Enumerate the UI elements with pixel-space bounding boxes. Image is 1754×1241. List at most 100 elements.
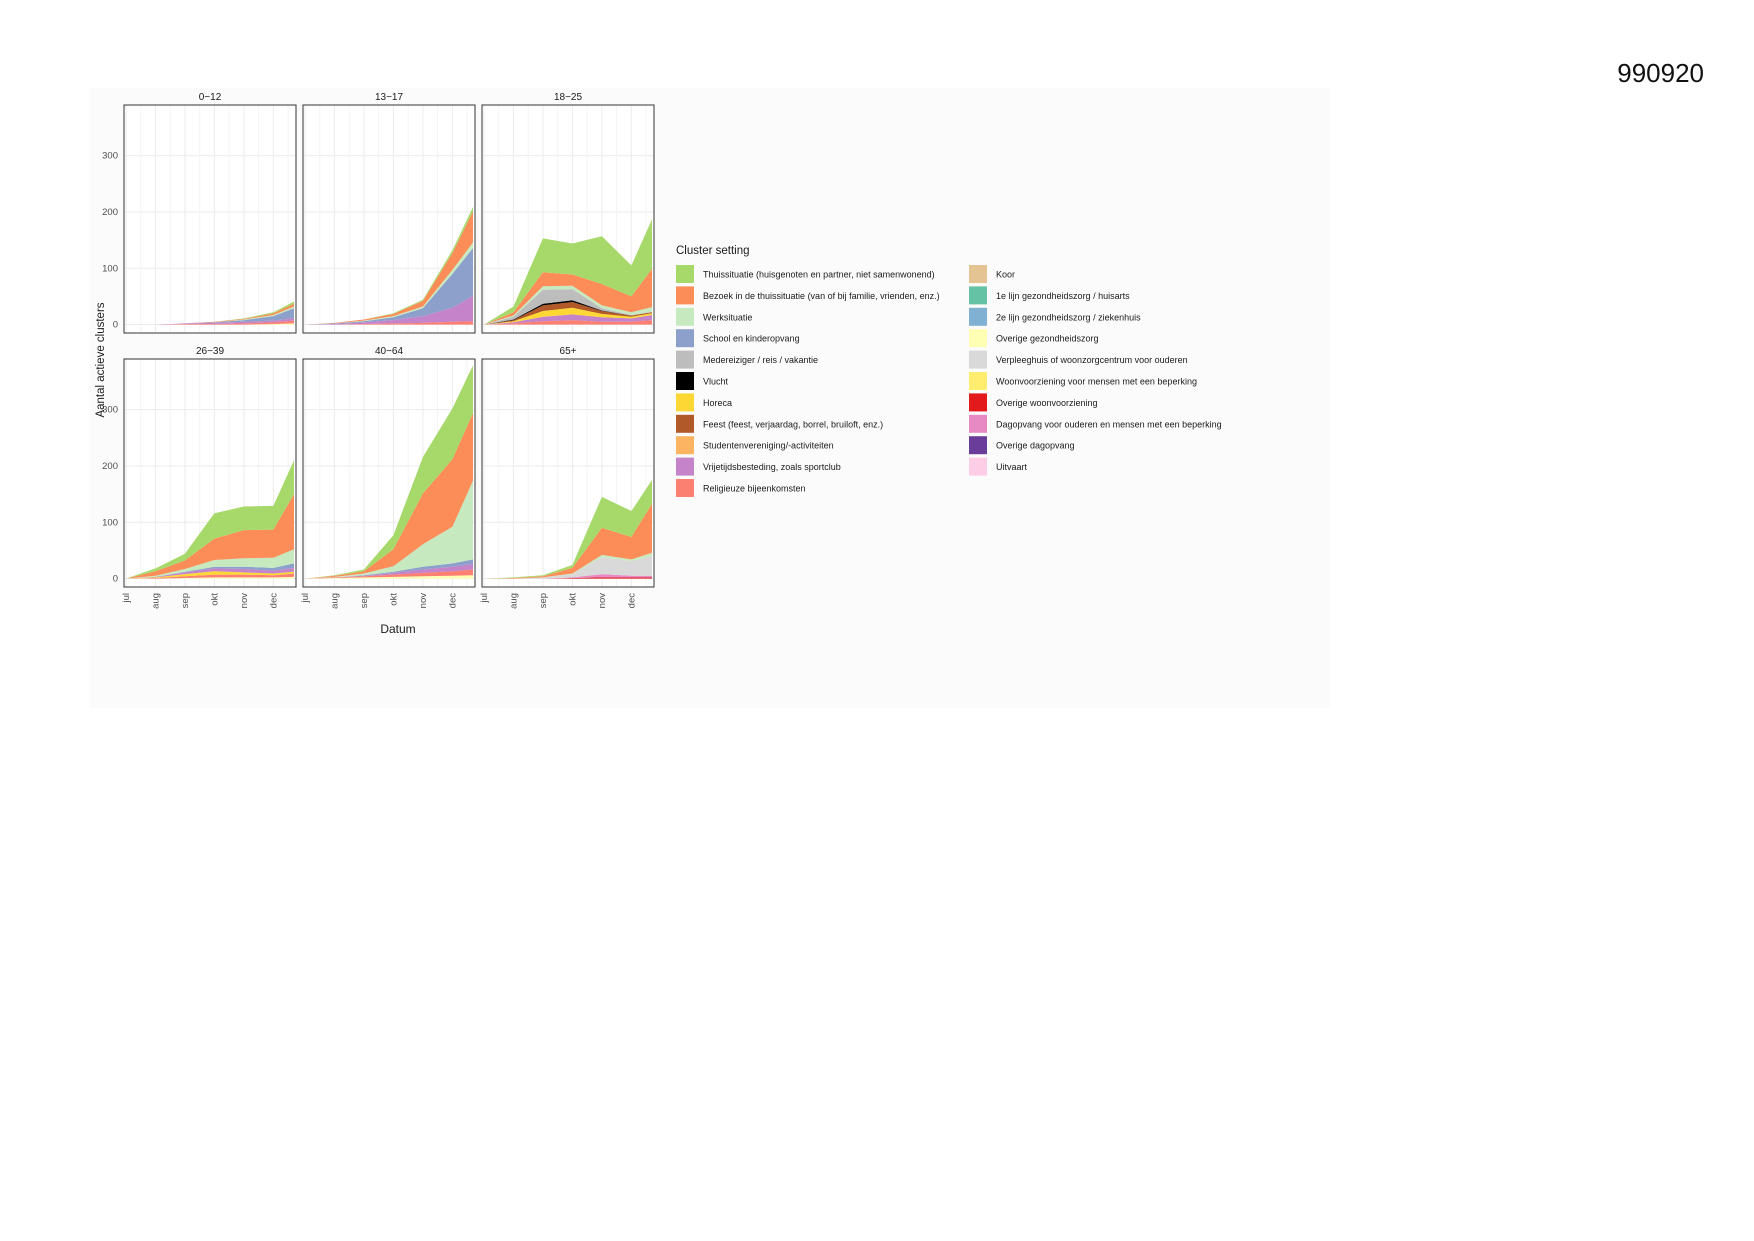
area-series-overige-gezondheidszorg [126,323,294,325]
legend-swatch [969,436,987,455]
facet-title: 26−39 [196,346,225,357]
area-series-bezoek-in-de-thuissituatie-van-of-bij-familie-vrienden-enz [305,413,473,579]
area-series-vrijetijdsbesteding-zoals-sportclub [126,567,294,579]
x-tick-label: jul [121,593,132,604]
legend-label: Verpleeghuis of woonzorgcentrum voor oud… [996,355,1188,365]
legend-item-vrijetijdsbesteding-zoals-sportclub: Vrijetijdsbesteding, zoals sportclub [676,457,841,476]
legend-swatch [676,436,694,455]
x-tick-label: okt [388,593,399,606]
x-tick-label: sep [538,593,549,608]
legend-label: Werksituatie [703,312,752,322]
legend-swatch [676,414,694,433]
area-series-overige-woonvoorziening [484,577,652,579]
facet-panel-0-12: 0−12 0 100 200 300 [102,92,297,334]
area-series-religieuze-bijeenkomsten [126,320,294,325]
area-series-school-en-kinderopvang [126,563,294,579]
facet-panel-40-64: 40−64 jul aug sep okt nov dec [300,346,476,609]
y-tick-label: 100 [102,263,118,274]
y-tick-label: 0 [113,574,118,585]
legend-item-woonvoorziening-voor-mensen-met-een-beperking: Woonvoorziening voor mensen met een bepe… [969,372,1197,390]
legend-swatch [676,307,694,326]
legend-swatch [969,286,987,305]
legend-item-studentenvereniging-activiteiten: Studentenvereniging/-activiteiten [676,436,834,455]
facet-title: 18−25 [554,92,583,103]
area-series-werksituatie [126,549,294,579]
x-tick-label: dec [268,593,279,609]
legend-label: Vlucht [703,377,729,387]
area-series-dagopvang-voor-ouderen-en-mensen-met-een-beperking [484,574,652,579]
legend-swatch [969,414,987,433]
legend-label: School en kinderopvang [703,334,800,344]
facet-panel-65: 65+ jul aug sep okt nov dec [479,346,655,609]
legend-item-overige-woonvoorziening: Overige woonvoorziening [969,393,1098,412]
facet-panel-18-25: 18−25 [481,92,655,334]
x-tick-label: jul [479,593,490,604]
panel-border [302,358,476,588]
y-tick-label: 100 [102,517,118,528]
legend-swatch [676,372,694,390]
legend-label: Religieuze bijeenkomsten [703,484,806,494]
legend-label: Vrijetijdsbesteding, zoals sportclub [703,462,841,472]
legend-item-dagopvang-voor-ouderen-en-mensen-met-een-beperking: Dagopvang voor ouderen en mensen met een… [969,414,1222,433]
panel-border [302,104,476,334]
area-series-thuissituatie-huisgenoten-en-partner-niet-samenwonend [484,480,652,579]
area-series-overige-gezondheidszorg [305,575,473,579]
legend-item-religieuze-bijeenkomsten: Religieuze bijeenkomsten [676,479,806,497]
faceted-area-chart-figure: 0−12 0 100 200 300 13−17 18−25 26−39 0 100 200 300 j… [90,88,1330,708]
area-series-overige-gezondheidszorg [126,576,294,579]
legend-label: Studentenvereniging/-activiteiten [703,441,834,451]
area-series-thuissituatie-huisgenoten-en-partner-niet-samenwonend [484,219,652,325]
legend-swatch [676,457,694,476]
y-tick-label: 200 [102,207,118,218]
legend-label: 2e lijn gezondheidszorg / ziekenhuis [996,312,1141,322]
facet-title: 0−12 [199,92,222,103]
legend-label: Horeca [703,398,732,408]
panel-border [123,358,297,588]
facet-title: 65+ [560,346,577,357]
area-series-werksituatie [305,480,473,579]
x-tick-label: nov [597,593,608,609]
legend-swatch [969,307,987,326]
area-series-feest-feest-verjaardag-borrel-bruiloft-enz [484,302,652,325]
legend-swatch [676,350,694,369]
legend-item-thuissituatie-huisgenoten-en-partner-niet-samenwonend: Thuissituatie (huisgenoten en partner, n… [676,265,935,283]
facet-title: 40−64 [375,346,404,357]
legend-swatch [676,265,694,283]
x-tick-label: sep [359,593,370,608]
legend-swatch [676,329,694,348]
y-tick-label: 0 [113,320,118,331]
y-tick-label: 300 [102,151,118,162]
x-tick-label: dec [447,593,458,609]
area-series-vrijetijdsbesteding-zoals-sportclub [484,314,652,325]
legend-label: Woonvoorziening voor mensen met een bepe… [996,377,1197,387]
area-series-horeca [126,571,294,579]
legend-item-2e-lijn-gezondheidszorg-ziekenhuis: 2e lijn gezondheidszorg / ziekenhuis [969,307,1141,326]
area-series-bezoek-in-de-thuissituatie-van-of-bij-familie-vrienden-enz [484,503,652,579]
panel-border [481,104,655,334]
legend-item-werksituatie: Werksituatie [676,307,752,326]
area-series-verpleeghuis-of-woonzorgcentrum-voor-ouderen [484,556,652,579]
legend: Cluster setting Thuissituatie (huisgenote… [676,245,1222,497]
legend-label: Dagopvang voor ouderen en mensen met een… [996,419,1222,429]
legend-title: Cluster setting [676,245,750,257]
legend-swatch [969,265,987,283]
legend-swatch [676,286,694,305]
x-tick-label: dec [626,593,637,609]
legend-swatch [969,393,987,412]
area-series-school-en-kinderopvang [305,248,473,325]
legend-swatch [676,479,694,497]
area-series-medereiziger-reis-vakantie [484,289,652,325]
area-series-bezoek-in-de-thuissituatie-van-of-bij-familie-vrienden-enz [484,268,652,325]
area-series-bezoek-in-de-thuissituatie-van-of-bij-familie-vrienden-enz [126,494,294,579]
legend-item-school-en-kinderopvang: School en kinderopvang [676,329,800,348]
facet-title: 13−17 [375,92,404,103]
legend-label: Thuissituatie (huisgenoten en partner, n… [703,270,935,280]
legend-swatch [676,393,694,412]
legend-item-overige-gezondheidszorg: Overige gezondheidszorg [969,329,1099,348]
legend-label: 1e lijn gezondheidszorg / huisarts [996,291,1130,301]
legend-label: Medereiziger / reis / vakantie [703,355,818,365]
legend-label: Overige woonvoorziening [996,398,1098,408]
x-tick-label: okt [567,593,578,606]
legend-item-vlucht: Vlucht [676,372,729,390]
area-series-religieuze-bijeenkomsten [305,569,473,579]
